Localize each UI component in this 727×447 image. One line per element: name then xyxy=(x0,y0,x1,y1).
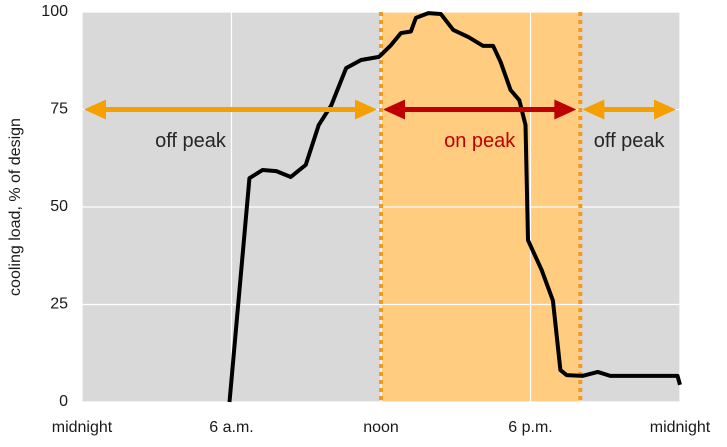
period-arrow-head xyxy=(582,99,605,120)
load-line xyxy=(227,11,682,403)
y-tick-label: 100 xyxy=(41,3,68,20)
y-tick-label: 0 xyxy=(59,393,68,410)
period-label: on peak xyxy=(444,130,516,152)
x-tick-label: midnight xyxy=(650,419,711,436)
y-axis-label: cooling load, % of design xyxy=(7,118,24,296)
y-tick-label: 50 xyxy=(50,198,68,215)
period-label: off peak xyxy=(594,130,666,152)
period-arrow-head xyxy=(383,99,405,120)
x-tick-label: noon xyxy=(363,419,399,436)
period-label: off peak xyxy=(155,130,227,152)
period-arrow-head xyxy=(654,99,676,120)
y-tick-label: 75 xyxy=(50,101,68,118)
y-tick-label: 25 xyxy=(50,296,68,313)
period-arrow-head xyxy=(84,99,106,120)
x-tick-label: midnight xyxy=(52,419,113,436)
x-tick-label: 6 p.m. xyxy=(508,419,552,436)
x-tick-label: 6 a.m. xyxy=(209,419,253,436)
period-arrow-head xyxy=(554,99,577,120)
period-arrow-head xyxy=(355,99,377,120)
